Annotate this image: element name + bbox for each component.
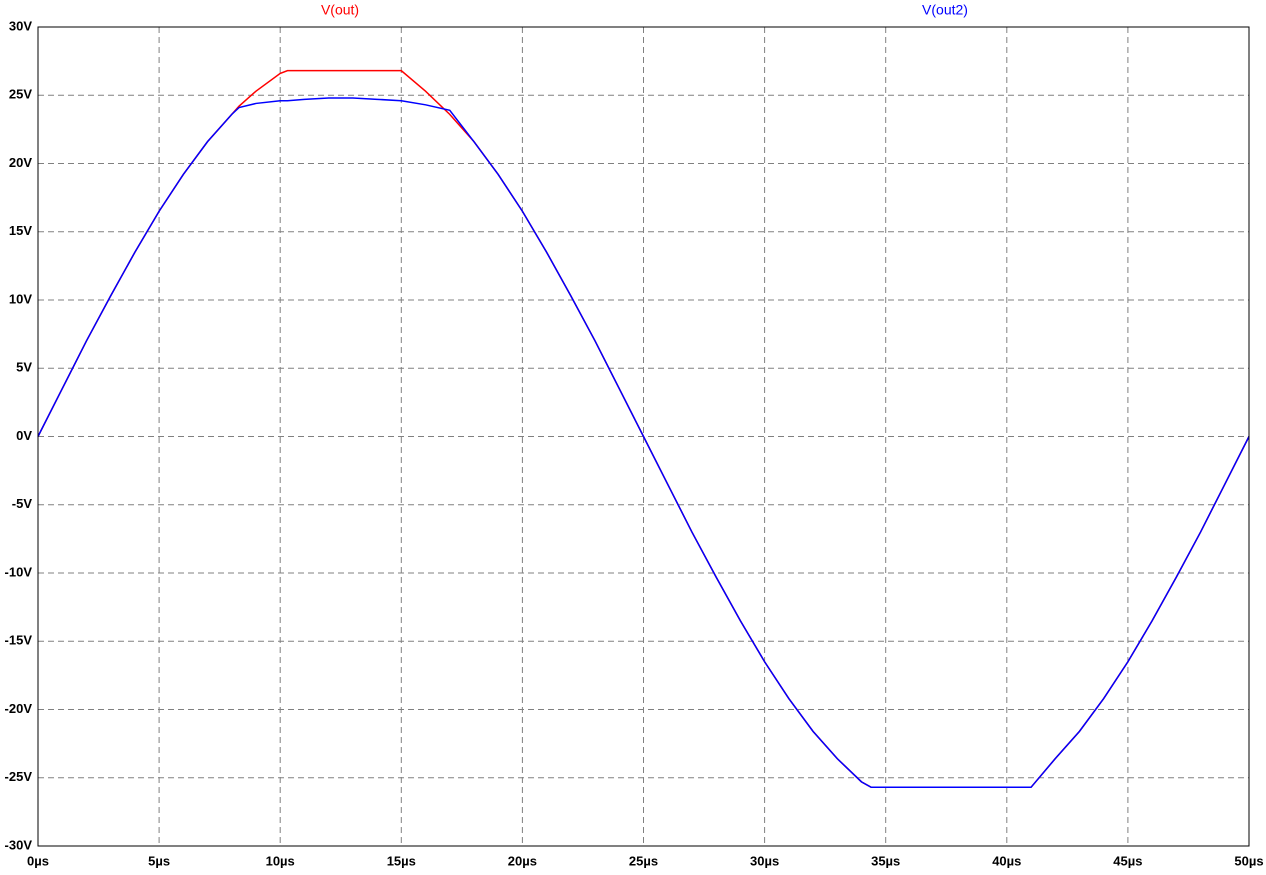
x-tick-label: 35µs — [871, 853, 900, 868]
y-tick-label: -25V — [5, 769, 33, 784]
y-tick-label: 0V — [16, 428, 32, 443]
x-tick-label: 5µs — [148, 853, 170, 868]
y-tick-label: 5V — [16, 360, 32, 375]
y-tick-label: 25V — [9, 87, 32, 102]
series-line — [37, 97, 1250, 789]
y-tick-label: 30V — [9, 18, 32, 33]
y-tick-label: -15V — [5, 633, 33, 648]
y-tick-label: -10V — [5, 564, 33, 579]
y-tick-label: 10V — [9, 291, 32, 306]
y-tick-label: -30V — [5, 837, 33, 852]
y-tick-label: -20V — [5, 701, 33, 716]
plot-frame — [37, 26, 1250, 847]
y-tick-label: 15V — [9, 223, 32, 238]
legend-label: V(out) — [321, 2, 359, 18]
x-tick-label: 10µs — [266, 853, 295, 868]
y-tick-label: -5V — [12, 496, 33, 511]
x-tick-label: 30µs — [750, 853, 779, 868]
x-tick-label: 20µs — [508, 853, 537, 868]
y-tick-label: 20V — [9, 155, 32, 170]
legend-label: V(out2) — [922, 2, 968, 18]
x-tick-label: 45µs — [1113, 853, 1142, 868]
x-tick-label: 25µs — [629, 853, 658, 868]
x-tick-label: 40µs — [992, 853, 1021, 868]
x-tick-label: 15µs — [387, 853, 416, 868]
x-tick-label: 0µs — [27, 853, 49, 868]
x-tick-label: 50µs — [1234, 853, 1263, 868]
